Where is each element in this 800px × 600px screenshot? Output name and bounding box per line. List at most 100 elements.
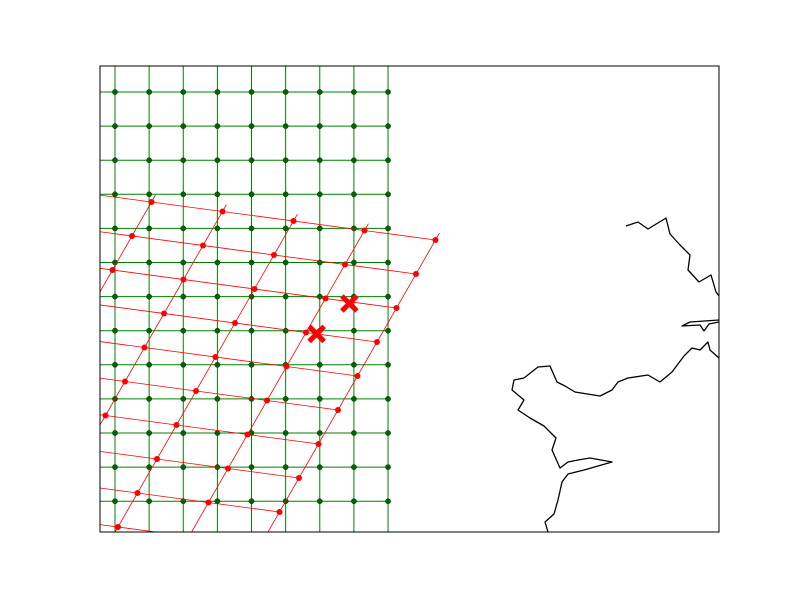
rotated-grid-point	[173, 422, 180, 428]
grid-point	[248, 327, 255, 334]
grid-point	[180, 430, 187, 436]
highlight-x-marker	[340, 294, 359, 313]
grid-point	[214, 396, 221, 402]
grid-point	[112, 361, 118, 368]
grid-point	[180, 327, 187, 334]
grid-point	[146, 361, 152, 368]
grid-point	[248, 225, 255, 232]
grid-point	[316, 361, 323, 368]
rotated-grid-point	[354, 373, 361, 379]
grid-point	[180, 396, 187, 402]
rotated-grid-point	[271, 252, 277, 258]
grid-point	[282, 396, 289, 402]
grid-point	[351, 259, 357, 266]
rotated-grid-row-line	[100, 341, 358, 377]
rotated-grid-point	[180, 276, 187, 283]
rotated-grid-point	[219, 208, 226, 215]
grid-point	[214, 157, 221, 164]
grid-point	[282, 293, 289, 300]
grid-point	[112, 123, 118, 129]
grid-point	[214, 259, 221, 266]
grid-point	[214, 225, 221, 232]
grid-point	[248, 191, 255, 198]
grid-point	[248, 259, 255, 266]
grid-point	[282, 327, 289, 334]
grid-point	[385, 361, 391, 368]
grid-point	[180, 157, 187, 164]
rotated-grid-row-line	[100, 231, 417, 275]
rotated-grid-row-line	[100, 267, 397, 309]
rotated-grid-point	[129, 233, 135, 239]
grid-point	[282, 259, 289, 266]
grid-point	[316, 89, 323, 95]
grid-point	[180, 123, 187, 129]
rotated-grid-point	[115, 524, 121, 530]
rotated-grid-point	[374, 339, 380, 345]
rotated-grid-point	[276, 509, 283, 515]
grid-point	[214, 89, 221, 95]
grid-point	[248, 464, 255, 470]
rotated-grid-point	[134, 490, 141, 496]
grid-point	[316, 464, 323, 470]
grid-point	[112, 89, 118, 95]
grid-point	[351, 396, 357, 402]
grid-point	[214, 498, 221, 505]
rotated-grid-point	[413, 271, 419, 277]
rotated-grid-point	[148, 199, 155, 205]
grid-point	[112, 157, 118, 164]
rotated-grid-layer	[100, 194, 440, 532]
rotated-grid-point	[122, 378, 128, 385]
coastline-segment-2	[681, 319, 719, 332]
grid-point	[214, 191, 221, 198]
grid-point	[146, 191, 152, 198]
highlight-x-marker	[307, 324, 326, 344]
regular-grid-layer	[100, 66, 391, 532]
grid-point	[385, 430, 391, 436]
coastline-layer	[511, 217, 719, 532]
grid-point	[316, 293, 323, 300]
rotated-grid-point	[315, 441, 322, 447]
grid-point	[351, 157, 357, 164]
rotated-grid-point	[212, 354, 219, 360]
grid-point	[385, 293, 391, 300]
grid-point	[351, 225, 357, 232]
grid-point	[351, 361, 357, 368]
grid-point	[282, 123, 289, 129]
grid-point	[180, 191, 187, 198]
grid-point	[146, 89, 152, 95]
rotated-grid-point	[193, 388, 199, 394]
grid-point	[248, 123, 255, 129]
rotated-grid-point	[232, 320, 238, 326]
grid-point	[180, 259, 187, 266]
grid-point	[282, 157, 289, 164]
grid-point	[214, 430, 221, 436]
grid-point	[214, 327, 221, 334]
grid-point	[146, 225, 152, 232]
rotated-grid-point	[290, 218, 297, 224]
grid-point	[112, 327, 118, 334]
rotated-grid-point	[342, 261, 348, 268]
grid-point	[385, 259, 391, 266]
grid-point	[351, 498, 357, 505]
grid-point	[351, 430, 357, 436]
grid-point	[248, 361, 255, 368]
grid-point	[112, 191, 118, 198]
coastline-segment-3	[511, 341, 719, 532]
rotated-grid-row-line	[100, 194, 436, 241]
grid-point	[282, 430, 289, 436]
grid-point	[180, 293, 187, 300]
grid-point	[180, 361, 187, 368]
grid-point	[316, 498, 323, 505]
rotated-grid-point	[283, 363, 290, 370]
grid-point	[385, 123, 391, 129]
grid-point	[351, 464, 357, 470]
grid-point	[351, 89, 357, 95]
rotated-grid-column-line	[267, 233, 440, 532]
rotated-grid-point	[361, 227, 368, 234]
grid-point	[282, 464, 289, 470]
grid-point	[316, 157, 323, 164]
rotated-grid-point	[296, 475, 302, 481]
